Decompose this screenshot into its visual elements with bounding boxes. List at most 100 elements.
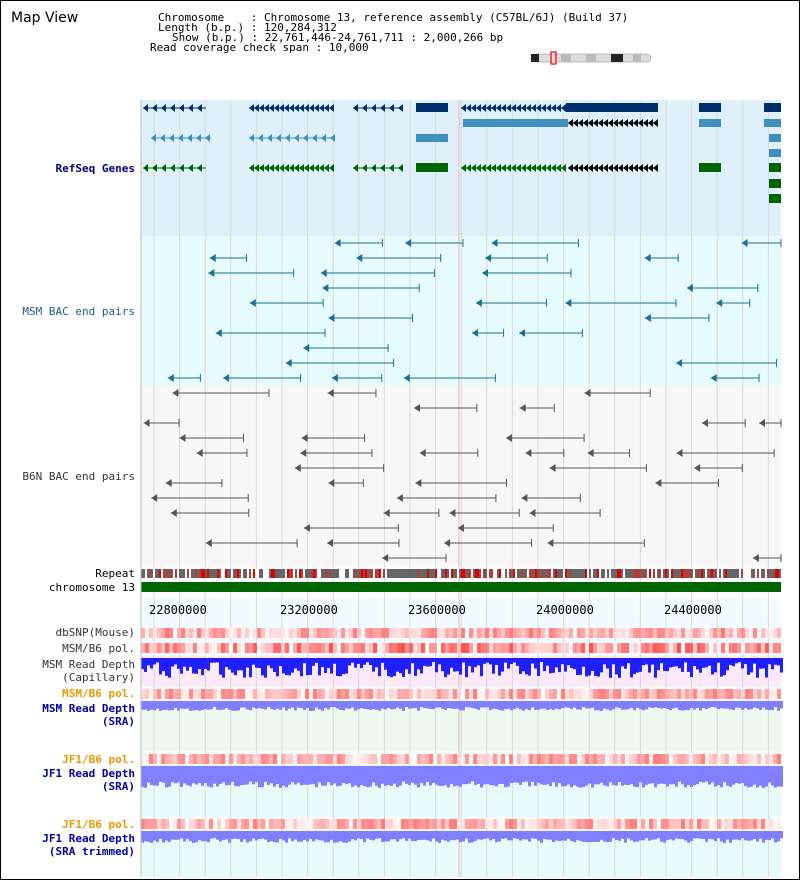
repeat-segment: [319, 569, 321, 578]
polymorphism-cell: [773, 628, 777, 638]
read-depth-bar: [504, 831, 507, 839]
read-depth-bar: [411, 766, 414, 783]
read-depth-bar: [429, 831, 432, 842]
msm-depth-sra-label-2: (SRA): [101, 715, 135, 728]
bac-end-marker: [179, 434, 186, 442]
read-depth-bar: [480, 658, 483, 677]
repeat-segment: [369, 569, 371, 578]
repeat-segment: [181, 569, 183, 578]
polymorphism-cell: [273, 628, 277, 638]
polymorphism-cell: [713, 643, 717, 653]
read-depth-bar: [636, 831, 639, 842]
read-depth-bar: [261, 766, 264, 788]
polymorphism-cell: [329, 628, 333, 638]
bac-end-marker: [334, 239, 341, 247]
polymorphism-cell: [629, 754, 633, 764]
read-depth-bar: [771, 831, 774, 839]
repeat-segment: [195, 569, 197, 578]
repeat-segment: [565, 569, 567, 578]
read-depth-bar: [738, 701, 741, 708]
repeat-segment: [517, 569, 519, 578]
coverage-label: Read coverage check span: [150, 41, 309, 54]
polymorphism-cell: [605, 689, 609, 699]
repeat-segment: [343, 569, 345, 578]
polymorphism-cell: [621, 643, 625, 653]
repeat-segment: [641, 569, 643, 578]
read-depth-bar: [153, 831, 156, 841]
read-depth-bar: [156, 831, 159, 842]
read-depth-bar: [636, 658, 639, 673]
polymorphism-cell: [581, 754, 585, 764]
polymorphism-cell: [221, 819, 225, 829]
read-depth-bar: [465, 766, 468, 785]
repeat-segment: [337, 569, 339, 578]
repeat-segment: [625, 569, 627, 578]
polymorphism-cell: [649, 643, 653, 653]
bac-end-marker: [249, 299, 256, 307]
repeat-segment: [431, 569, 433, 578]
repeat-segment: [567, 569, 569, 578]
polymorphism-cell: [469, 643, 473, 653]
read-depth-bar: [219, 658, 222, 675]
polymorphism-cell: [601, 628, 605, 638]
read-depth-bar: [357, 658, 360, 664]
read-depth-bar: [729, 701, 732, 710]
dbsnp-label: dbSNP(Mouse): [55, 626, 135, 639]
coverage-value: 10,000: [328, 41, 369, 54]
read-depth-bar: [414, 658, 417, 676]
repeat-segment: [583, 569, 585, 578]
polymorphism-cell: [193, 819, 197, 829]
read-depth-bar: [609, 701, 612, 711]
read-depth-bar: [669, 658, 672, 668]
read-depth-bar: [522, 701, 525, 711]
polymorphism-cell: [493, 819, 497, 829]
polymorphism-cell: [373, 628, 377, 638]
polymorphism-cell: [321, 819, 325, 829]
read-depth-bar: [519, 831, 522, 841]
read-depth-bar: [750, 766, 753, 787]
repeat-segment: [353, 569, 355, 578]
polymorphism-cell: [657, 689, 661, 699]
bac-end-marker: [485, 254, 492, 262]
polymorphism-cell: [317, 643, 321, 653]
read-depth-bar: [747, 658, 750, 675]
read-depth-bar: [561, 658, 564, 665]
read-depth-bar: [555, 831, 558, 841]
polymorphism-cell: [157, 643, 161, 653]
axis-tick-label: 23600000: [408, 603, 466, 617]
read-depth-bar: [729, 831, 732, 843]
read-depth-bar: [333, 766, 336, 784]
read-depth-bar: [576, 831, 579, 841]
polymorphism-cell: [353, 819, 357, 829]
polymorphism-cell: [293, 628, 297, 638]
gene-exon: [511, 164, 516, 172]
gene-exon: [389, 164, 394, 172]
read-depth-bar: [228, 831, 231, 843]
gene-exon: [506, 164, 511, 172]
bac-end-marker: [326, 539, 333, 547]
repeat-segment: [639, 569, 641, 578]
read-depth-bar: [777, 658, 780, 666]
read-depth-bar: [408, 831, 411, 839]
bac-end-marker: [294, 464, 301, 472]
gene-exon: [249, 164, 254, 172]
repeat-segment: [347, 569, 349, 578]
read-depth-bar: [546, 701, 549, 711]
polymorphism-cell: [293, 754, 297, 764]
read-depth-bar: [258, 766, 261, 788]
repeat-segment: [223, 569, 225, 578]
repeat-segment: [243, 569, 245, 578]
repeat-segment: [553, 569, 555, 578]
read-depth-bar: [171, 766, 174, 783]
read-depth-bar: [678, 658, 681, 669]
jf1-b6-pol-label-1: JF1/B6 pol.: [62, 753, 135, 766]
repeat-segment: [355, 569, 357, 578]
read-depth-bar: [780, 701, 783, 709]
repeat-segment: [269, 569, 271, 578]
repeat-segment: [595, 569, 597, 578]
repeat-segment: [293, 569, 295, 578]
gene-exon: [573, 164, 578, 172]
polymorphism-cell: [305, 643, 309, 653]
read-depth-bar: [390, 658, 393, 678]
